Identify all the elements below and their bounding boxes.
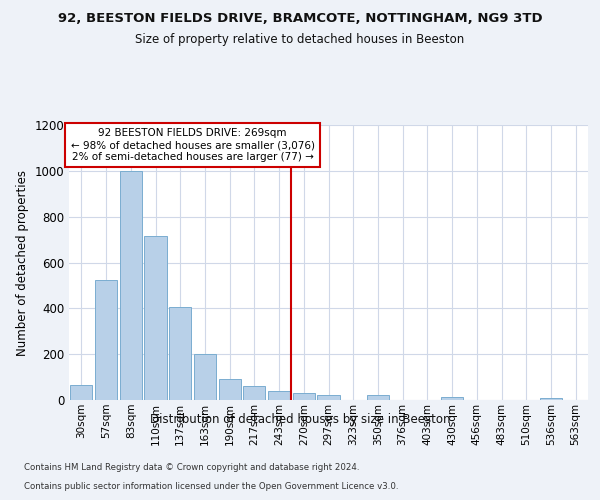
Text: 92 BEESTON FIELDS DRIVE: 269sqm
← 98% of detached houses are smaller (3,076)
2% : 92 BEESTON FIELDS DRIVE: 269sqm ← 98% of… — [71, 128, 314, 162]
Bar — [218, 380, 241, 400]
Bar — [441, 396, 463, 400]
Text: Contains public sector information licensed under the Open Government Licence v3: Contains public sector information licen… — [24, 482, 398, 491]
Bar — [169, 307, 191, 400]
Bar — [293, 393, 315, 400]
Bar — [70, 385, 92, 400]
Bar — [540, 398, 562, 400]
Text: Distribution of detached houses by size in Beeston: Distribution of detached houses by size … — [150, 412, 450, 426]
Bar — [243, 386, 265, 400]
Bar — [317, 396, 340, 400]
Bar — [268, 391, 290, 400]
Bar — [145, 236, 167, 400]
Bar — [95, 280, 117, 400]
Text: Contains HM Land Registry data © Crown copyright and database right 2024.: Contains HM Land Registry data © Crown c… — [24, 464, 359, 472]
Text: 92, BEESTON FIELDS DRIVE, BRAMCOTE, NOTTINGHAM, NG9 3TD: 92, BEESTON FIELDS DRIVE, BRAMCOTE, NOTT… — [58, 12, 542, 26]
Bar — [367, 396, 389, 400]
Y-axis label: Number of detached properties: Number of detached properties — [16, 170, 29, 356]
Text: Size of property relative to detached houses in Beeston: Size of property relative to detached ho… — [136, 32, 464, 46]
Bar — [194, 354, 216, 400]
Bar — [119, 171, 142, 400]
